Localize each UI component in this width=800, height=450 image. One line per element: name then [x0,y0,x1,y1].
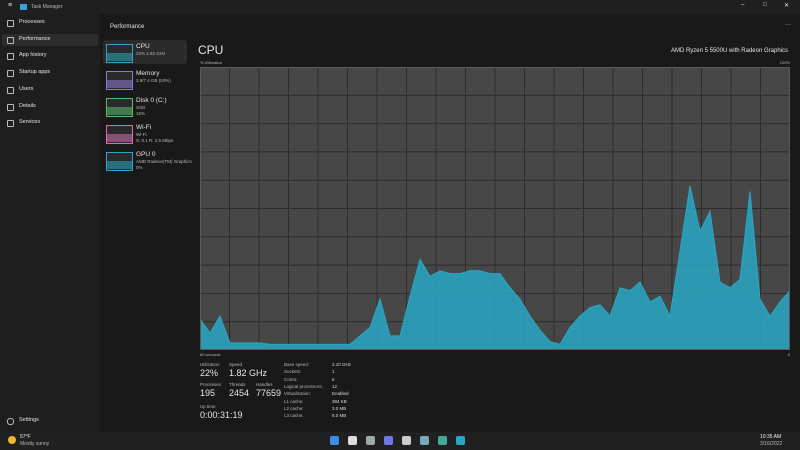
spec-value: 3.0 MB [332,405,347,411]
spec-label: L2 cache: [284,405,304,411]
cpu-graph [200,67,790,350]
taskbar-app[interactable] [402,436,411,445]
device-thumb-fill [107,53,132,61]
nav-icon [7,53,14,61]
device-detail: S: 0.1 R: 2.5 Mbps [136,138,174,143]
nav-item[interactable]: Startup apps [19,69,51,76]
nav-icon [7,20,14,27]
graph-x-start: 60 seconds [200,352,221,357]
weather-condition: Mostly sunny [20,441,50,447]
stat-label: Speed [229,362,243,367]
graph-x-end: 0 [787,352,790,357]
clock-time: 10:35 AM [760,434,782,440]
cpu-area [200,185,790,350]
device-thumb-fill [107,107,132,115]
close[interactable]: ✕ [784,3,790,9]
device-thumb-fill [107,161,132,169]
taskbar-app[interactable] [456,436,465,445]
nav-item[interactable]: Details [19,102,36,109]
spec-label: Virtualization: [284,391,311,397]
nav-icon [7,86,14,94]
menu-icon[interactable]: ≡ [8,2,13,9]
title-bar [0,0,800,14]
device-name: Memory [136,70,160,77]
spec-label: Cores: [284,376,298,382]
minimize[interactable]: – [741,2,745,8]
device-detail: SSD [136,105,146,110]
spec-label: Sockets: [284,369,302,375]
stat-value: 195 [200,388,216,398]
taskbar-app[interactable] [330,436,339,445]
nav-selected [2,33,98,46]
settings-icon [7,418,14,425]
cpu-title: CPU [198,43,224,57]
spec-value: 1 [332,369,335,375]
device-detail: 3.9/7.4 GB (53%) [136,78,171,83]
graph-y-label: % Utilization [200,60,223,65]
stat-label: Processes [200,382,222,387]
spec-value: Enabled [332,391,349,397]
stat-value: 0:00:31:19 [200,410,243,420]
device-detail: AMD Radeon(TM) Graphics [136,159,192,164]
spec-value: 384 KB [332,398,347,404]
nav-icon [7,36,14,44]
nav-icon [7,103,14,111]
taskbar-app[interactable] [384,436,393,445]
nav-item[interactable]: App history [19,52,47,59]
device-name: Wi-Fi [136,124,152,131]
device-detail: Wi-Fi [136,132,147,137]
stat-label: Up time [200,404,216,409]
weather-temp: 57°F [20,434,31,440]
nav-item[interactable]: Services [19,119,41,126]
nav-icon [7,70,14,78]
taskbar-app[interactable] [348,436,357,445]
spec-label: L3 cache: [284,413,304,419]
stat-value: 1.82 GHz [229,368,268,378]
spec-label: L1 cache: [284,398,304,404]
stat-label: Handles [256,382,273,387]
spec-value: 6 [332,376,335,382]
page-title: Performance [110,24,145,30]
nav-pane [0,14,100,432]
nav-item[interactable]: Users [19,85,34,92]
device-thumb-fill [107,80,132,88]
spec-value: 12 [332,383,338,389]
spec-value: 2.10 GHz [332,362,352,367]
taskbar [0,432,800,450]
nav-item[interactable]: Processes [19,19,45,25]
stat-value: 22% [200,368,219,378]
taskbar-app[interactable] [420,436,429,445]
weather-icon [8,436,16,444]
device-name: GPU 0 [136,151,156,158]
spec-value: 8.0 MB [332,413,347,419]
device-detail: 22% 1.82 GHz [136,51,166,56]
stat-value: 2454 [229,388,250,398]
clock-date: 3/16/2022 [760,441,783,447]
cpu-model: AMD Ryzen 5 5500U with Radeon Graphics [670,48,788,54]
nav-item[interactable]: Performance [19,35,51,42]
nav-icon [7,120,14,128]
device-detail: 0% [136,165,143,170]
taskbar-app[interactable] [438,436,447,445]
stat-label: Threads [229,382,246,387]
nav-settings[interactable]: Settings [19,417,39,423]
graph-border [200,67,790,350]
device-name: Disk 0 (C:) [136,97,167,104]
spec-label: Base speed: [284,362,310,367]
device-thumb-fill [107,134,132,142]
device-detail: 16% [136,111,146,116]
taskbar-app[interactable] [366,436,375,445]
more-button[interactable]: ··· [785,22,791,28]
maximize[interactable]: □ [763,2,767,8]
stat-label: Utilization [200,362,220,367]
spec-label: Logical processors: [284,383,323,389]
device-name: CPU [136,43,150,50]
stat-value: 77659 [256,388,282,398]
window-title: Task Manager [31,4,63,10]
graph-y-max: 100% [779,60,790,65]
app-icon [20,4,27,10]
